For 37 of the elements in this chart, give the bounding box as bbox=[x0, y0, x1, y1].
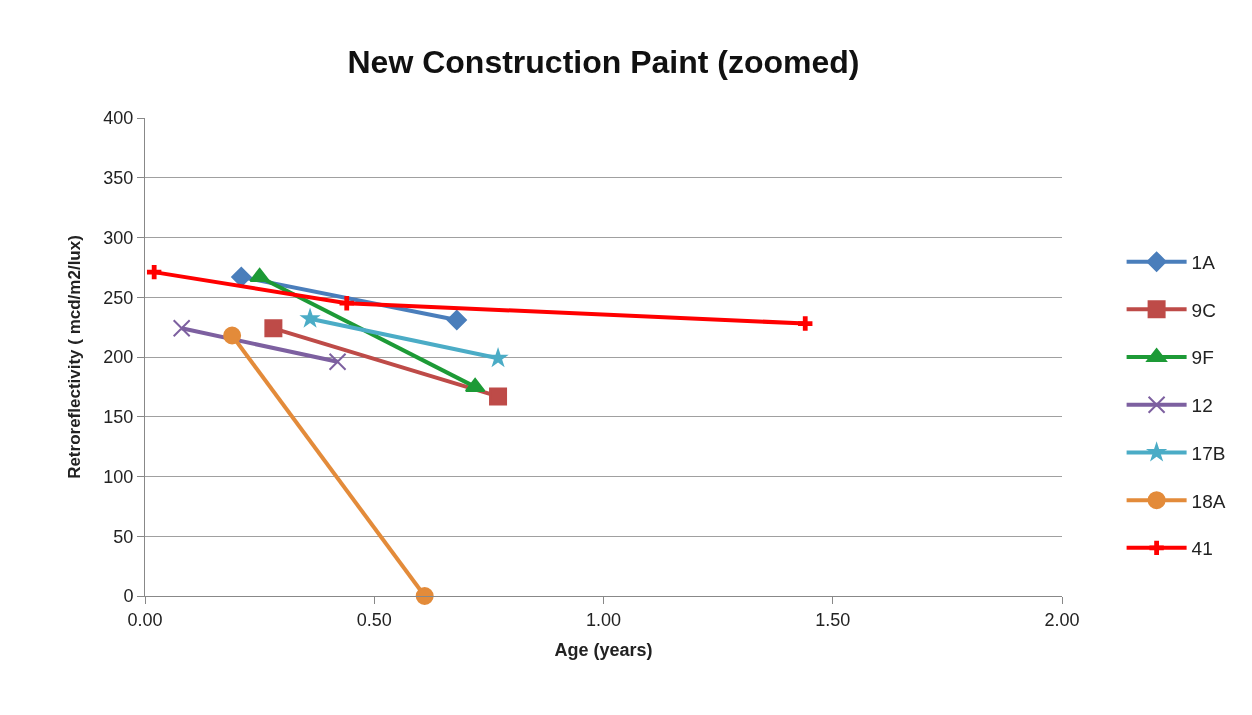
point bbox=[446, 309, 467, 331]
point bbox=[328, 352, 347, 371]
y-tick-label: 100 bbox=[103, 466, 134, 487]
y-tick-label: 300 bbox=[103, 227, 134, 248]
x-axis-title: Age (years) bbox=[554, 639, 653, 660]
legend-label: 18A bbox=[1191, 490, 1226, 512]
x-tick-label: 1.00 bbox=[585, 609, 622, 630]
point bbox=[487, 347, 509, 368]
point bbox=[172, 319, 191, 338]
legend-label: 41 bbox=[1191, 538, 1213, 560]
legend-label: 12 bbox=[1191, 395, 1213, 417]
y-axis-title: Retroreflectivity ( mcd/m2/lux) bbox=[64, 235, 84, 479]
y-tick-label: 250 bbox=[103, 287, 134, 308]
point bbox=[489, 387, 508, 406]
y-tick-label: 400 bbox=[103, 108, 134, 129]
x-tick-label: 1.50 bbox=[815, 609, 851, 630]
legend-label: 9F bbox=[1191, 347, 1214, 369]
y-tick-label: 150 bbox=[103, 407, 134, 428]
legend-label: 9C bbox=[1191, 299, 1216, 321]
x-tick-label: 2.00 bbox=[1044, 609, 1080, 630]
y-tick-label: 50 bbox=[113, 526, 134, 547]
point bbox=[339, 296, 354, 311]
y-tick-label: 0 bbox=[123, 586, 134, 607]
y-tick-label: 200 bbox=[103, 347, 134, 368]
point bbox=[299, 307, 321, 328]
point bbox=[415, 587, 434, 605]
point bbox=[798, 316, 813, 331]
point bbox=[264, 319, 283, 338]
legend-label: 17B bbox=[1191, 442, 1226, 464]
y-tick-label: 350 bbox=[103, 168, 134, 189]
point bbox=[146, 264, 162, 280]
chart-title: New Construction Paint (zoomed) bbox=[347, 44, 860, 81]
point bbox=[223, 326, 242, 345]
x-tick-label: 0.50 bbox=[356, 609, 392, 630]
point bbox=[231, 266, 252, 288]
legend-label: 1A bbox=[1191, 252, 1216, 274]
x-tick-label: 0.00 bbox=[127, 609, 163, 630]
